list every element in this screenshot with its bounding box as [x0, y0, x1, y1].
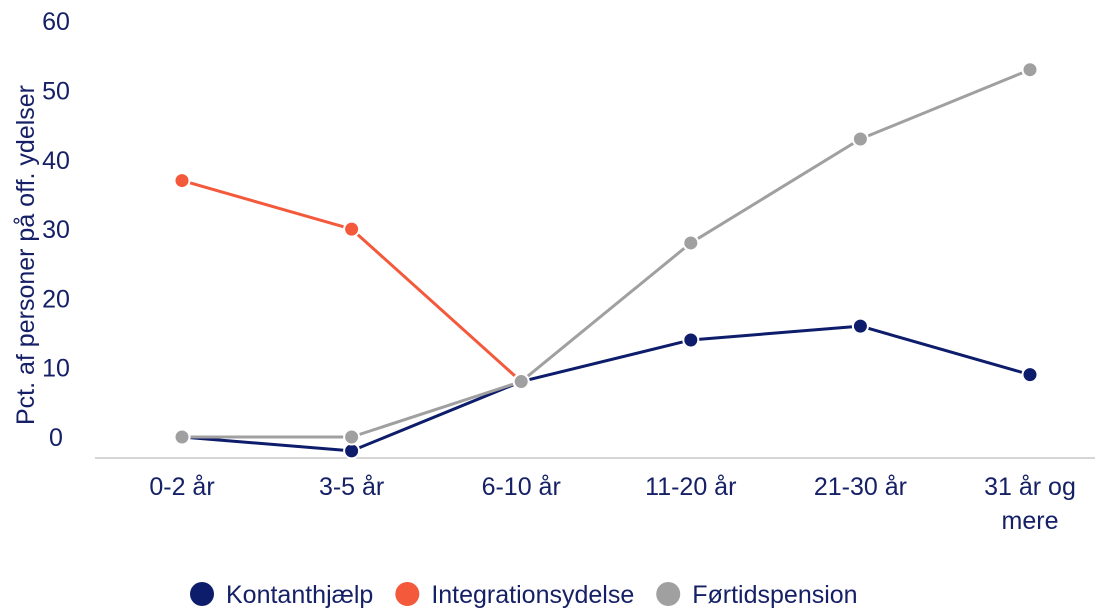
y-tick-label: 20	[42, 285, 70, 313]
y-tick-label: 60	[42, 8, 70, 36]
data-point-kontanthj-lp	[851, 317, 869, 335]
x-axis: 0-2 år 3-5 år 6-10 år 11-20 år 21-30 år 31 år…	[149, 473, 1076, 535]
series-lines	[181, 68, 1031, 453]
series-line-integrationsydelse	[181, 179, 523, 383]
y-axis: 0 10 20 30 40 50 60	[42, 8, 70, 452]
data-point-f-rtidspension	[173, 428, 191, 446]
legend-marker-integrationsydelse	[395, 582, 420, 606]
data-point-integrationsydelse	[173, 172, 191, 190]
data-point-f-rtidspension	[1021, 61, 1039, 79]
data-point-f-rtidspension	[682, 234, 700, 252]
y-tick-label: 10	[42, 355, 70, 383]
legend-marker-f-rtidspension	[656, 582, 681, 606]
legend-label-f-rtidspension: Førtidspension	[692, 581, 857, 609]
y-axis-title: Pct. af personer på off. ydelser	[12, 85, 40, 425]
data-point-f-rtidspension	[343, 428, 361, 446]
series-line-kontanthj-lp	[181, 324, 1031, 453]
legend-label-integrationsydelse: Integrationsydelse	[431, 581, 634, 609]
data-point-kontanthj-lp	[682, 331, 700, 349]
data-point-integrationsydelse	[343, 220, 361, 238]
x-tick-label: 11-20 år	[645, 473, 736, 501]
y-tick-label: 0	[49, 424, 63, 452]
y-tick-label: 30	[42, 216, 70, 244]
data-point-f-rtidspension	[851, 130, 869, 148]
x-tick-label: 21-30 år	[814, 473, 907, 501]
data-point-kontanthj-lp	[1021, 366, 1039, 384]
legend-label-kontanthj-lp: Kontanthjælp	[226, 581, 373, 609]
legend: Kontanthjælp Integrationsydelse Førtidspen…	[190, 581, 858, 609]
y-tick-label: 50	[42, 78, 70, 106]
x-tick-label: 0-2 år	[149, 473, 214, 501]
legend-marker-kontanthj-lp	[190, 582, 214, 606]
x-tick-label: 3-5 år	[319, 473, 384, 501]
data-point-kontanthj-lp	[343, 442, 361, 460]
series-line-f-rtidspension	[182, 68, 1031, 439]
x-tick-label: 31 år og mere	[984, 473, 1076, 535]
data-point-f-rtidspension	[512, 373, 530, 391]
y-tick-label: 40	[42, 147, 70, 175]
series-points	[173, 61, 1039, 460]
x-tick-label: 6-10 år	[482, 473, 561, 501]
